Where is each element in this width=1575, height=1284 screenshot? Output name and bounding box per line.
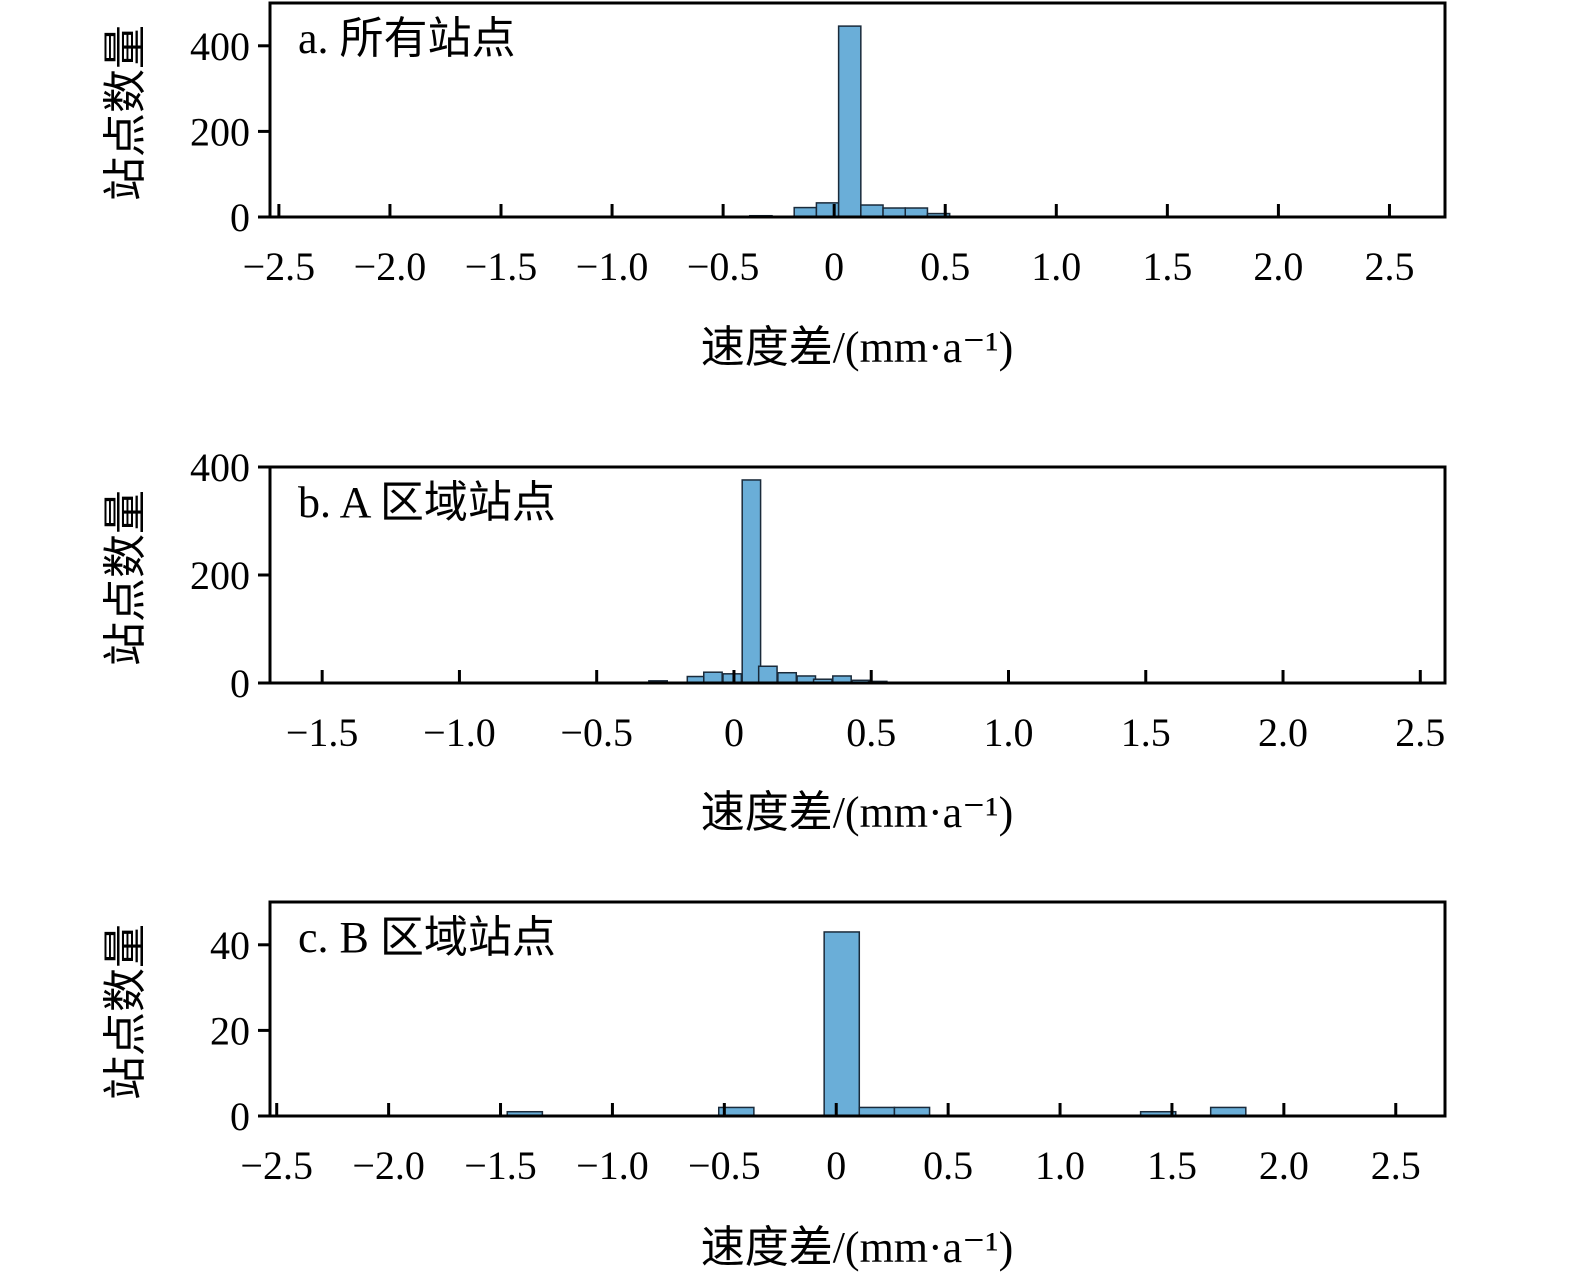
x-tick-label: −0.5 xyxy=(560,710,633,755)
x-tick-label: −1.5 xyxy=(464,1143,537,1188)
y-tick-label: 0 xyxy=(230,1094,250,1139)
histogram-panel-b: −1.5 −1.0 −0.5 0 0.5 1.0 1.5 2.0 2.5 0 200 400 b. A … xyxy=(101,445,1447,837)
x-tick-label: −1.0 xyxy=(576,244,649,289)
histogram-panel-c: −2.5 −2.0 −1.5 −1.0 −0.5 0 0.5 1.0 1.5 2.0 2.5 0 20 4… xyxy=(101,900,1447,1272)
y-tick-label: 0 xyxy=(230,195,250,240)
x-tick-label: −2.0 xyxy=(354,244,427,289)
panel-title: a. 所有站点 xyxy=(298,14,516,63)
panel-title: b. A 区域站点 xyxy=(298,478,556,527)
x-axis-label: 速度差/(mm·a⁻¹) xyxy=(701,788,1014,837)
x-tick-label: 0.5 xyxy=(923,1143,973,1188)
x-tick-label: −1.5 xyxy=(465,244,538,289)
histogram-bar xyxy=(703,671,723,684)
histogram-panel-a: −2.5 −2.0 −1.5 −1.0 −0.5 0 0.5 1.0 1.5 2.0 2.5 0 200… xyxy=(101,1,1447,372)
y-tick-label: 200 xyxy=(190,553,250,598)
y-tick-label: 400 xyxy=(190,24,250,69)
x-axis-label: 速度差/(mm·a⁻¹) xyxy=(701,1223,1014,1272)
x-tick-label: −2.5 xyxy=(240,1143,313,1188)
y-axis-label: 站点数量 xyxy=(101,924,150,1100)
y-tick-label: 0 xyxy=(230,661,250,706)
x-tick-label: 1.5 xyxy=(1142,244,1192,289)
histogram-bar xyxy=(823,931,861,1117)
y-axis-label: 站点数量 xyxy=(101,490,150,666)
x-tick-label: 2.0 xyxy=(1253,244,1303,289)
x-tick-label: 0 xyxy=(826,1143,846,1188)
x-tick-label: 1.5 xyxy=(1121,710,1171,755)
y-tick-label: 20 xyxy=(210,1008,250,1053)
x-tick-label: 0.5 xyxy=(846,710,896,755)
histogram-bar xyxy=(777,671,798,684)
x-tick-label: −0.5 xyxy=(687,244,760,289)
x-tick-label: 1.5 xyxy=(1147,1143,1197,1188)
x-tick-label: 2.5 xyxy=(1371,1143,1421,1188)
y-tick-label: 200 xyxy=(190,109,250,154)
y-tick-label: 40 xyxy=(210,923,250,968)
x-axis-label: 速度差/(mm·a⁻¹) xyxy=(701,323,1014,372)
x-tick-label: 2.5 xyxy=(1364,244,1414,289)
x-tick-label: −1.0 xyxy=(576,1143,649,1188)
x-tick-label: 2.5 xyxy=(1395,710,1445,755)
x-tick-label: −1.0 xyxy=(423,710,496,755)
histogram-bar xyxy=(837,25,862,218)
x-tick-label: 1.0 xyxy=(983,710,1033,755)
y-tick-label: 400 xyxy=(190,445,250,490)
x-tick-label: −2.0 xyxy=(352,1143,425,1188)
y-axis-label: 站点数量 xyxy=(101,25,150,201)
x-tick-label: 2.0 xyxy=(1259,1143,1309,1188)
x-tick-label: 0 xyxy=(724,710,744,755)
x-tick-label: −2.5 xyxy=(243,244,316,289)
x-tick-label: 0 xyxy=(824,244,844,289)
x-tick-label: 2.0 xyxy=(1258,710,1308,755)
x-tick-label: 1.0 xyxy=(1031,244,1081,289)
panel-title: c. B 区域站点 xyxy=(298,913,556,962)
x-tick-label: −0.5 xyxy=(688,1143,761,1188)
x-tick-label: 0.5 xyxy=(920,244,970,289)
plot-frame xyxy=(268,900,1447,1118)
x-tick-label: 1.0 xyxy=(1035,1143,1085,1188)
histogram-bar xyxy=(741,479,762,684)
x-tick-label: −1.5 xyxy=(286,710,359,755)
plot-frame xyxy=(268,1,1447,219)
histogram-bar xyxy=(757,665,778,684)
histogram-bar xyxy=(860,204,884,218)
